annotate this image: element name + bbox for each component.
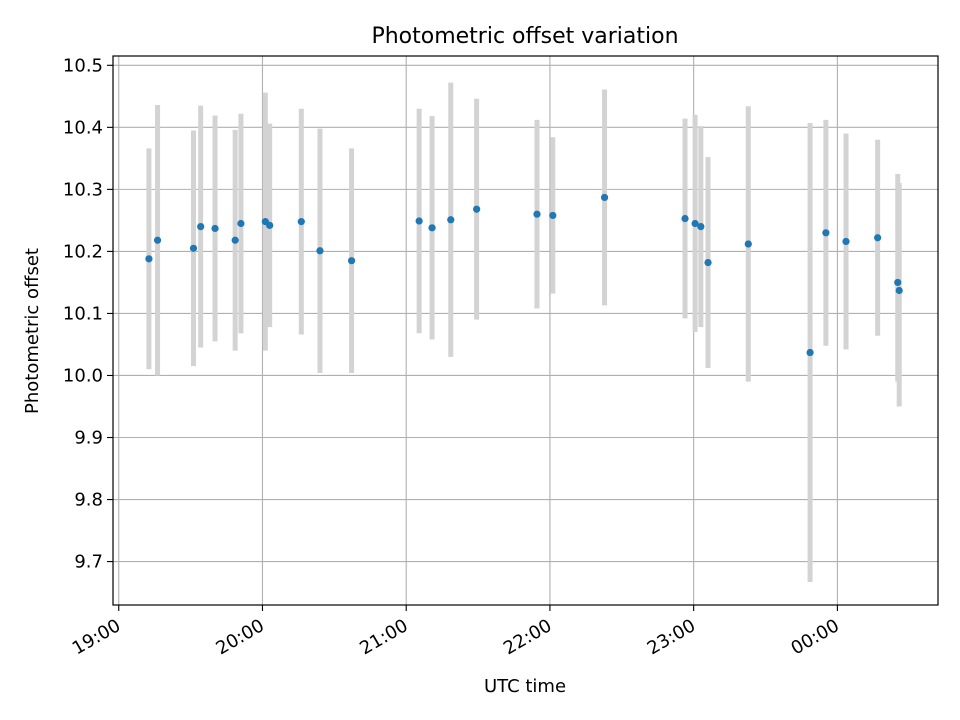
x-axis-label: UTC time — [484, 676, 566, 697]
y-tick-label: 10.0 — [63, 365, 103, 386]
data-point — [347, 257, 356, 265]
data-point — [744, 240, 752, 248]
y-tick-label: 9.7 — [74, 552, 103, 573]
data-point — [822, 229, 830, 237]
data-point — [549, 211, 557, 220]
data-point — [145, 255, 153, 263]
y-tick-label: 9.9 — [74, 428, 103, 449]
y-tick-label: 10.5 — [63, 55, 103, 76]
chart-title: Photometric offset variation — [371, 24, 678, 49]
data-points — [145, 193, 903, 357]
y-tick-label: 10.2 — [63, 241, 103, 262]
y-tick-label: 10.3 — [63, 179, 103, 200]
data-point — [473, 205, 481, 213]
y-axis-label: Photometric offset — [22, 248, 43, 414]
y-axis-ticks: 9.7 9.8 9.9 10.0 10.1 10.2 10.3 10.4 10.5 — [63, 55, 113, 573]
data-point — [237, 219, 245, 228]
data-point — [211, 224, 219, 233]
data-point — [189, 244, 198, 252]
data-point — [691, 219, 699, 228]
data-point — [681, 214, 689, 223]
data-point — [197, 222, 205, 231]
data-point — [533, 210, 541, 218]
data-point — [600, 193, 609, 202]
data-point — [806, 348, 814, 357]
data-point — [297, 218, 305, 226]
data-point — [231, 236, 239, 244]
y-tick-label: 10.4 — [63, 117, 103, 138]
data-point — [704, 258, 712, 267]
y-tick-label: 9.8 — [74, 490, 103, 511]
data-point — [415, 217, 423, 225]
data-point — [266, 221, 274, 229]
y-tick-label: 10.1 — [63, 303, 103, 324]
data-point — [316, 247, 324, 255]
data-point — [697, 222, 705, 231]
data-point — [874, 234, 882, 242]
data-point — [894, 278, 902, 287]
axes-frame — [112, 55, 939, 606]
data-point — [842, 237, 850, 246]
data-point — [447, 216, 455, 224]
data-point — [428, 224, 436, 232]
data-point — [153, 236, 162, 244]
data-point — [895, 286, 903, 295]
